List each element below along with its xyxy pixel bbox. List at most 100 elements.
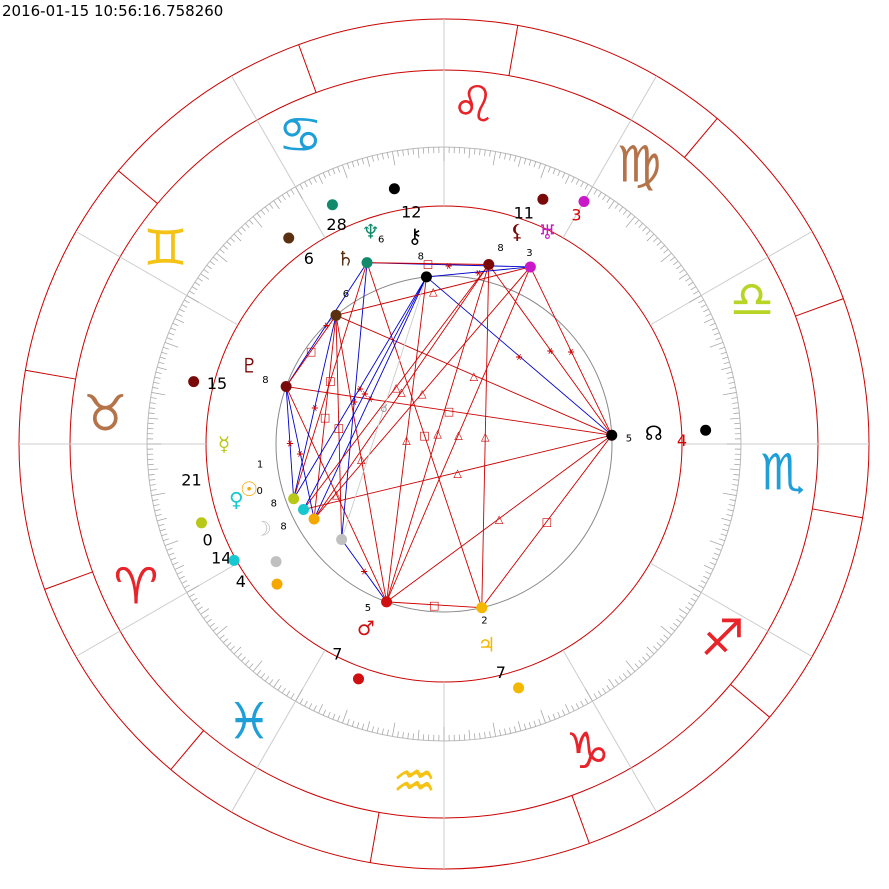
aspect-line-pluto-north-node	[286, 386, 612, 436]
degree-tick	[164, 540, 179, 546]
degree-tick	[698, 299, 704, 304]
lilith-degree-label: 11	[514, 203, 534, 222]
degree-tick	[608, 200, 615, 210]
moon-icon: ☽	[254, 517, 272, 541]
degree-tick	[727, 376, 734, 379]
degree-tick	[184, 299, 190, 304]
degree-tick	[722, 356, 729, 360]
aspect-trine-icon: △	[470, 369, 479, 382]
aspect-line-chiron-north-node	[426, 276, 613, 436]
degree-tick	[703, 575, 709, 580]
aspect-conjunction-icon: ☌	[380, 402, 387, 415]
degree-tick	[646, 646, 655, 655]
degree-tick	[244, 659, 250, 665]
degree-tick	[673, 260, 679, 266]
degree-tick	[356, 159, 360, 166]
degree-tick	[197, 606, 203, 611]
degree-tick	[269, 679, 274, 685]
degree-tick	[729, 417, 740, 420]
degree-tick	[256, 669, 262, 676]
degree-tick	[622, 209, 628, 215]
degree-tick	[318, 703, 324, 714]
chiron-degree-label: 12	[401, 202, 421, 221]
aspect-line-mars-chiron	[386, 276, 427, 602]
degree-tick	[492, 722, 496, 737]
aspect-trine-icon: △	[453, 466, 462, 479]
degree-tick	[533, 161, 537, 168]
degree-tick	[564, 703, 570, 714]
moon-house-label: 8	[280, 522, 286, 533]
house-cusp-line	[75, 231, 239, 326]
degree-tick	[709, 540, 724, 546]
aspect-square-icon: □	[429, 599, 439, 612]
degree-tick	[688, 295, 702, 303]
degree-tick	[584, 184, 589, 190]
degree-tick	[252, 216, 263, 228]
degree-tick	[571, 176, 575, 183]
mercury-icon: ☿	[218, 432, 230, 456]
degree-tick	[575, 179, 580, 185]
degree-tick	[673, 622, 679, 628]
aspect-line-venus-lilith	[303, 264, 490, 510]
degree-tick	[366, 721, 371, 731]
lilith-icon: ⚸	[510, 219, 525, 243]
degree-tick	[584, 698, 589, 704]
mercury-degree-label: 21	[181, 470, 201, 489]
aspect-sextile-icon: ⚹	[351, 395, 358, 408]
degree-tick	[715, 337, 722, 341]
degree-tick	[386, 729, 389, 736]
degree-tick	[703, 318, 714, 324]
neptune-degree-label: 28	[326, 215, 346, 234]
aspect-line-neptune-lilith	[367, 262, 489, 265]
degree-tick	[656, 642, 662, 647]
degree-tick	[634, 663, 640, 669]
house-cusp-line	[231, 649, 326, 813]
degree-tick	[281, 194, 286, 201]
degree-tick	[212, 626, 219, 632]
degree-tick	[540, 164, 546, 179]
degree-tick	[166, 547, 173, 551]
degree-tick	[499, 729, 502, 736]
degree-tick	[417, 148, 420, 159]
degree-tick	[304, 700, 308, 707]
degree-tick	[728, 504, 735, 507]
degree-tick	[233, 233, 242, 242]
degree-tick	[492, 151, 496, 166]
degree-tick	[656, 241, 662, 246]
aspect-line-lilith-north-node	[488, 264, 613, 436]
degree-tick	[166, 337, 173, 341]
degree-tick	[233, 646, 242, 655]
degree-tick	[299, 698, 304, 704]
degree-tick	[397, 731, 399, 738]
degree-tick	[711, 327, 718, 331]
degree-tick	[642, 226, 647, 232]
saturn-degree-label: 6	[304, 249, 314, 268]
zodiac-sagittarius-icon: ♐	[700, 609, 745, 667]
aspect-line-uranus-north-node	[529, 266, 613, 436]
pluto-degree-label: 15	[207, 374, 227, 393]
degree-tick	[212, 256, 219, 262]
degree-tick	[152, 499, 159, 502]
degree-tick	[693, 290, 699, 295]
north-node-outer-marker	[700, 424, 712, 436]
degree-tick	[308, 703, 313, 709]
degree-tick	[168, 552, 175, 556]
degree-tick	[346, 719, 350, 725]
degree-tick	[273, 678, 280, 688]
degree-tick	[386, 152, 389, 159]
degree-tick	[698, 584, 704, 589]
degree-tick	[474, 148, 476, 155]
degree-tick	[700, 304, 707, 308]
aspect-line-venus-chiron	[303, 276, 427, 510]
aspect-trine-icon: △	[481, 430, 490, 443]
aspect-line-sun-uranus	[313, 266, 531, 520]
degree-tick	[606, 685, 611, 691]
aspect-sextile-icon: ⚹	[287, 437, 294, 450]
zodiac-libra-icon: ♎	[730, 270, 775, 328]
degree-tick	[327, 170, 331, 177]
degree-tick	[332, 713, 336, 720]
mars-degree-label: 7	[332, 644, 342, 663]
chiron-outer-marker	[388, 183, 400, 195]
degree-tick	[191, 286, 198, 291]
degree-tick	[290, 693, 295, 699]
